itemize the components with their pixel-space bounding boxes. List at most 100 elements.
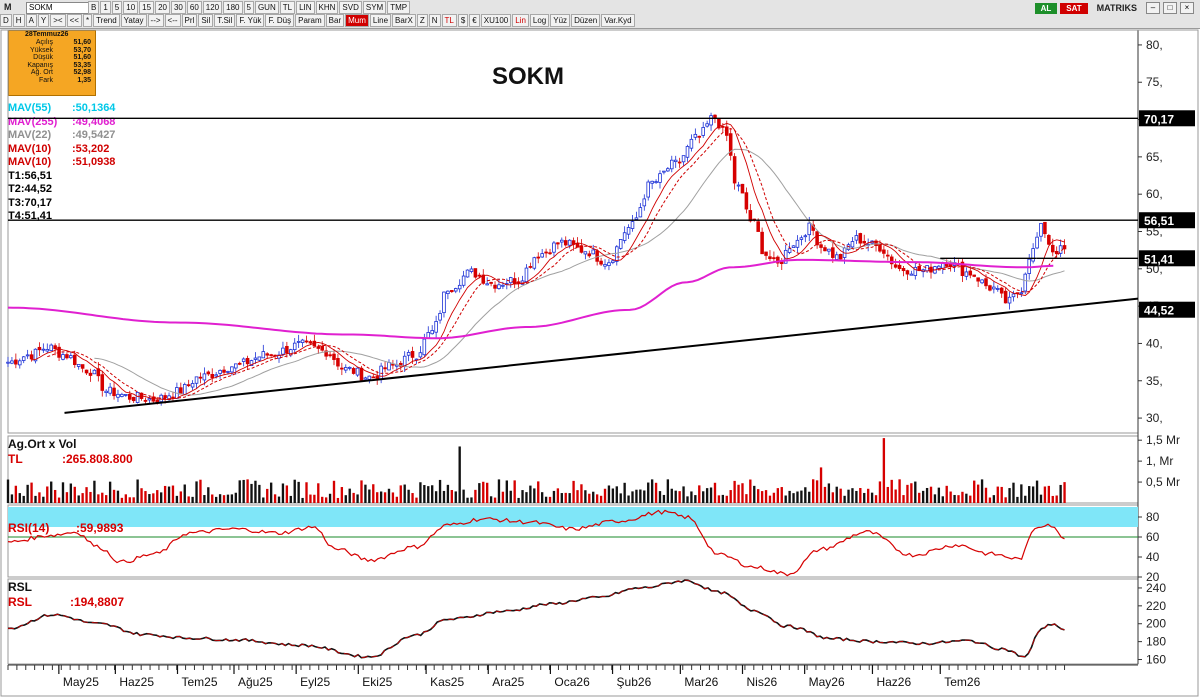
tool-button[interactable]: --> — [147, 14, 164, 27]
tool-button[interactable]: T.Sil — [214, 14, 236, 27]
volume-bar — [160, 492, 163, 503]
period-button[interactable]: GUN — [254, 1, 279, 14]
candle — [245, 357, 250, 365]
tool-button[interactable]: Param — [295, 14, 325, 27]
period-button[interactable]: 1 — [100, 1, 111, 14]
volume-bar — [187, 496, 190, 503]
volume-bar — [702, 491, 705, 503]
tool-button[interactable]: Line — [369, 14, 392, 27]
period-button[interactable]: 180 — [223, 1, 243, 14]
period-button[interactable]: 120 — [202, 1, 223, 14]
period-button[interactable]: 10 — [123, 1, 139, 14]
tool-button[interactable]: Yatay — [120, 14, 147, 27]
candle — [634, 217, 639, 220]
candle — [984, 278, 988, 287]
mav10-dashed-line — [47, 128, 1065, 400]
tool-button[interactable]: <-- — [164, 14, 181, 27]
period-button[interactable]: TL — [279, 1, 296, 14]
rsi-overbought-band — [8, 507, 1138, 527]
tool-button[interactable]: N — [428, 14, 441, 27]
candle — [552, 242, 556, 253]
tool-button[interactable]: A — [25, 14, 37, 27]
tool-button[interactable]: Trend — [93, 14, 120, 27]
volume-bar — [1063, 482, 1066, 503]
period-button[interactable]: B — [88, 1, 100, 14]
tool-button[interactable]: TL — [441, 14, 457, 27]
tool-button[interactable]: Y — [37, 14, 50, 27]
period-button[interactable]: 5 — [243, 1, 254, 14]
volume-bar — [175, 495, 179, 503]
panel-frame — [7, 578, 1139, 665]
volume-bar — [800, 490, 803, 503]
candle — [611, 260, 615, 263]
candle — [1039, 222, 1043, 237]
minimize-icon[interactable]: – — [1146, 2, 1160, 14]
y-tick-label: 40, — [1146, 336, 1163, 350]
volume-bar — [454, 491, 457, 503]
x-tick-label: Mar26 — [684, 675, 718, 689]
tool-button[interactable]: Yüz — [550, 14, 571, 27]
period-button[interactable]: 5 — [111, 1, 123, 14]
candle — [332, 353, 336, 360]
tool-button[interactable]: Düzen — [571, 14, 601, 27]
candle — [237, 362, 242, 365]
period-button[interactable]: TMP — [387, 1, 411, 14]
tool-button[interactable]: >< — [50, 14, 66, 27]
tool-button[interactable]: Sil — [198, 14, 214, 27]
period-button[interactable]: LIN — [296, 1, 315, 14]
volume-bar — [407, 489, 410, 503]
candle — [666, 168, 670, 172]
x-tick-label: Şub26 — [617, 675, 652, 689]
tool-button[interactable]: Bar — [325, 14, 345, 27]
tool-button[interactable]: $ — [457, 14, 469, 27]
toolbar-row-periods: B 1 5 10 15 20 30 60 120 180 5 GUN TL LIN KHN SVD SYM TMP — [88, 1, 411, 14]
volume-bar — [1055, 495, 1058, 503]
tool-button[interactable]: Z — [416, 14, 428, 27]
sell-button[interactable]: SAT — [1060, 2, 1088, 14]
volume-bar — [949, 491, 952, 503]
tool-button[interactable]: F. Düş — [265, 14, 295, 27]
candle — [316, 346, 321, 349]
maximize-icon[interactable]: □ — [1163, 2, 1177, 14]
tool-button[interactable]: € — [469, 14, 480, 27]
volume-bar — [603, 488, 607, 503]
symbol-input[interactable]: SOKM — [26, 2, 90, 14]
candle — [960, 261, 965, 276]
tool-button[interactable]: H — [12, 14, 25, 27]
tool-button[interactable]: Var.Kyd — [601, 14, 635, 27]
period-button[interactable]: SVD — [339, 1, 362, 14]
candle — [379, 365, 383, 380]
period-button[interactable]: 20 — [155, 1, 170, 14]
tool-button[interactable]: Log — [529, 14, 550, 27]
candle — [261, 351, 266, 359]
candle — [599, 260, 603, 265]
tool-button[interactable]: << — [66, 14, 82, 27]
rsl-signal-line — [7, 579, 1065, 659]
period-button[interactable]: KHN — [315, 1, 339, 14]
period-button[interactable]: SYM — [362, 1, 387, 14]
volume-bar — [69, 483, 73, 503]
tool-button[interactable]: Prl — [181, 14, 198, 27]
candle — [964, 271, 969, 277]
tool-button[interactable]: * — [82, 14, 93, 27]
period-button[interactable]: 30 — [170, 1, 186, 14]
level-badge-label: 56,51 — [1144, 214, 1174, 228]
tool-button[interactable]: D — [0, 14, 12, 27]
candle — [768, 256, 772, 260]
close-icon[interactable]: × — [1180, 2, 1194, 14]
level-badge — [1139, 250, 1195, 267]
volume-bar — [462, 489, 465, 503]
volume-bar — [544, 496, 548, 503]
volume-bar — [513, 480, 516, 503]
candle — [642, 198, 647, 207]
tool-button[interactable]: XU100 — [480, 14, 512, 27]
volume-bar — [654, 482, 658, 503]
period-button[interactable]: 60 — [186, 1, 202, 14]
tool-button[interactable]: Mum — [345, 14, 369, 27]
tool-button[interactable]: F. Yük — [236, 14, 265, 27]
buy-button[interactable]: AL — [1034, 2, 1058, 14]
period-button[interactable]: 15 — [139, 1, 155, 14]
tool-button[interactable]: Lin — [512, 14, 529, 27]
tool-button[interactable]: BarX — [392, 14, 416, 27]
volume-bar — [815, 480, 819, 503]
